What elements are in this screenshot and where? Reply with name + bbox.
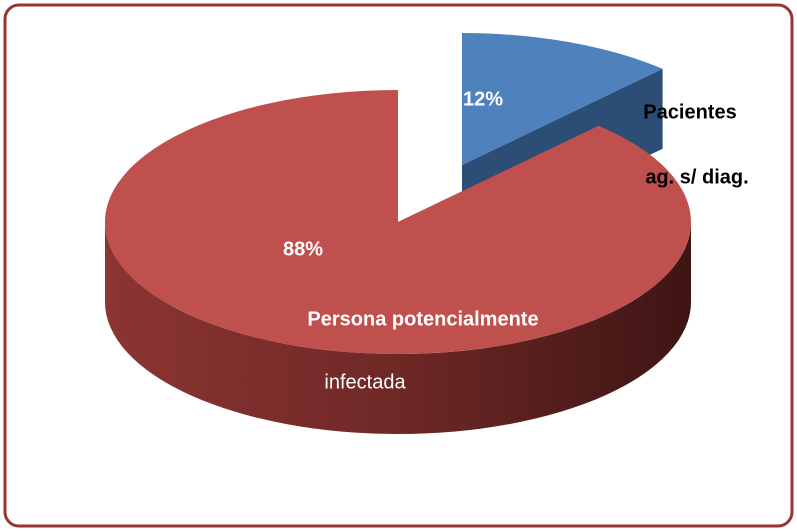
slice	[462, 33, 663, 165]
labels: 12% Pacientes ag. s/ diag. 88% Persona p…	[283, 88, 749, 393]
category-label: ag. s/ diag.	[645, 166, 748, 188]
category-label: infectada	[324, 371, 406, 393]
category-label: Persona potencialmente	[307, 308, 538, 330]
pie	[104, 33, 691, 434]
value-label: 88%	[283, 238, 323, 260]
slice	[104, 90, 691, 354]
category-label: Pacientes	[643, 101, 736, 123]
value-label: 12%	[463, 88, 503, 110]
slice-side	[105, 222, 691, 434]
